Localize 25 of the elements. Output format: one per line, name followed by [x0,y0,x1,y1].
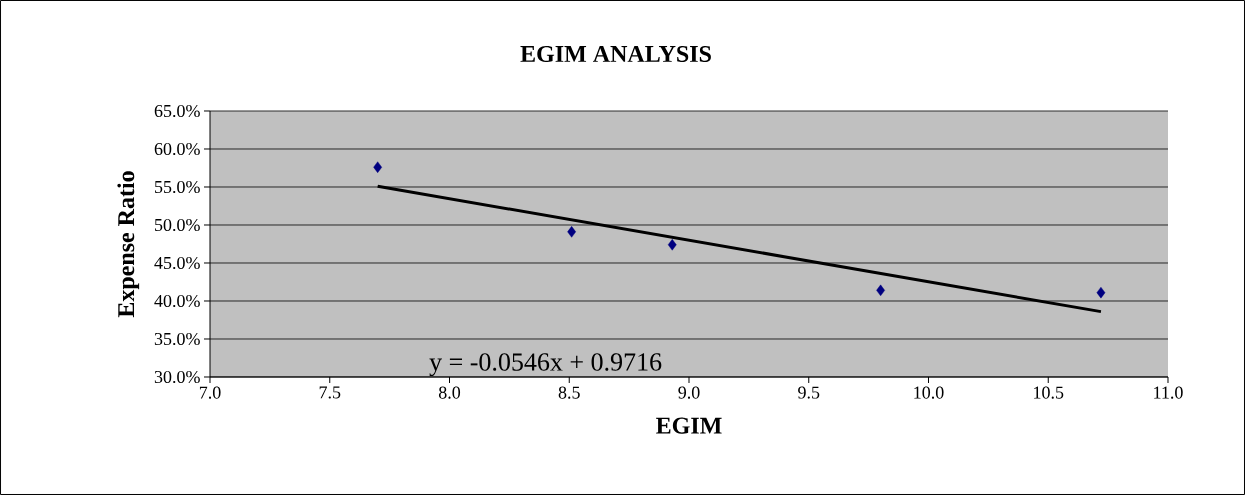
x-tick-label: 9.5 [798,386,820,399]
chart-title: EGIM ANALYSIS [520,45,711,63]
y-tick-label: 50.0% [155,218,200,232]
x-tick-label: 8.5 [558,386,580,399]
point [373,161,382,173]
y-tick-label: 35.0% [154,332,200,346]
y-tick-label: 45.0% [154,256,200,270]
y-tick-label: 30.0% [154,370,200,384]
x-axis-title: EGIM [656,417,722,434]
x-tick-label: 7.5 [319,386,341,399]
x-tick-label: 9.0 [678,386,700,399]
point [567,226,576,238]
x-tick-label: 10.5 [1034,386,1064,399]
y-tick-label: 55.0% [155,180,200,194]
point [667,239,677,251]
x-tick-label: 10.0 [914,386,944,399]
y-tick-label: 60.0% [154,142,200,156]
y-axis-title: Expense Ratio [117,171,140,318]
point [1096,286,1106,299]
x-tick-label: 8.0 [438,386,461,399]
annotation: y = -0.0546x + 0.9716 [429,353,662,377]
x-tick-label: 7.0 [199,386,221,399]
y-tick-label: 65.0% [154,104,200,118]
y-tick-label: 40.0% [154,294,200,308]
x-tick-label: 11.0 [1154,386,1183,399]
